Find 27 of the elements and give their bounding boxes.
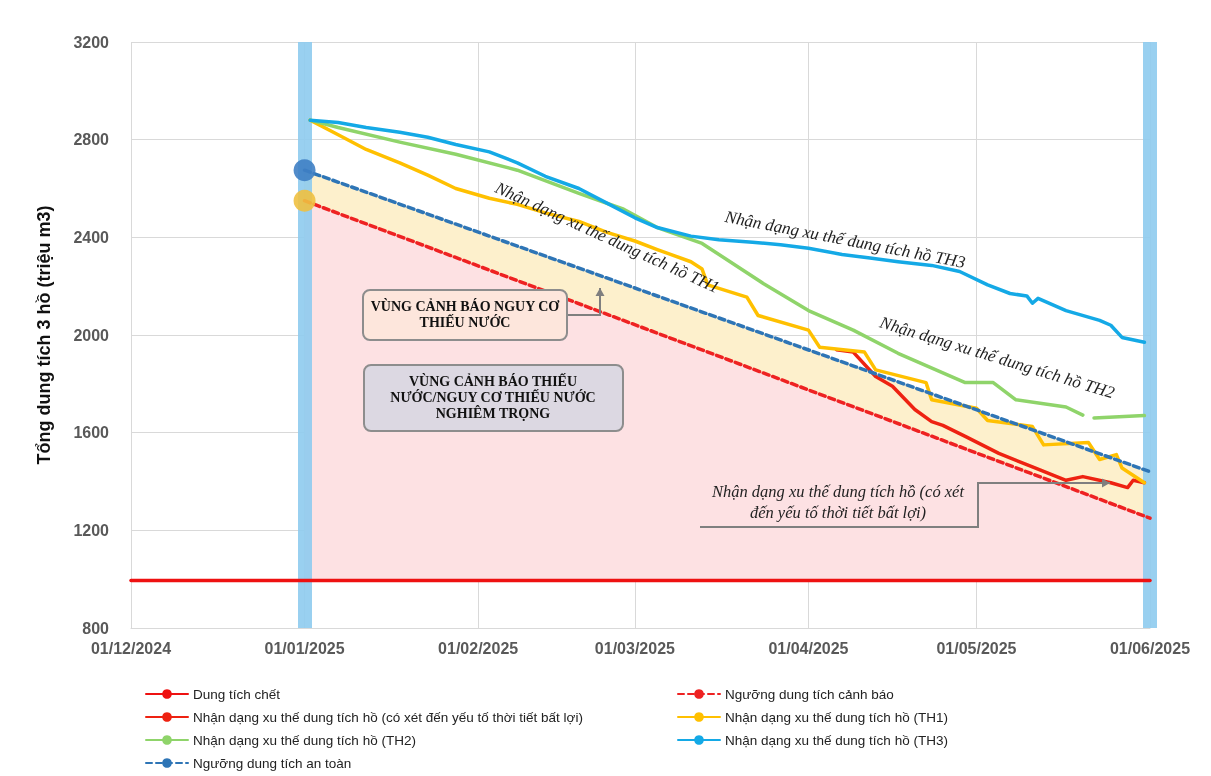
y-tick-label: 1200 xyxy=(73,521,110,539)
label-box: VÙNG CẢNH BÁO NGUY CƠ THIẾU NƯỚC xyxy=(362,289,568,341)
annotation: Nhận dạng xu thế dung tích hồ TH2 xyxy=(877,312,1117,404)
legend-label: Nhận dạng xu thế dung tích hồ (có xét đến yếu tố thời tiết bất lợi) xyxy=(193,709,583,725)
legend-label: Ngưỡng dung tích an toàn xyxy=(193,755,352,771)
legend-label: Dung tích chết xyxy=(193,686,281,702)
y-tick-label: 800 xyxy=(82,619,110,637)
y-tick-label: 2400 xyxy=(73,228,110,246)
y-tick-label: 3200 xyxy=(73,33,110,51)
x-tick-label: 01/12/2024 xyxy=(90,639,172,657)
x-tick-label: 01/04/2025 xyxy=(768,639,849,657)
x-tick-label: 01/03/2025 xyxy=(594,639,676,657)
x-tick-label: 01/01/2025 xyxy=(264,639,345,657)
y-tick-label: 2000 xyxy=(73,326,110,344)
annotation: Nhận dạng xu thế dung tích hồ (có xét đến yếu tố thời tiết bất lợi) xyxy=(711,482,966,524)
y-tick-label: 1600 xyxy=(73,424,110,442)
x-tick-label: 01/06/2025 xyxy=(1109,639,1191,657)
y-tick-label: 2800 xyxy=(73,131,110,149)
x-tick-label: 01/05/2025 xyxy=(936,639,1017,657)
legend-label: Nhận dạng xu thế dung tích hồ (TH3) xyxy=(725,732,948,748)
legend-label: Nhận dạng xu thế dung tích hồ (TH2) xyxy=(193,732,416,748)
label-box: VÙNG CẢNH BÁO THIẾU NƯỚC/NGUY CƠ THIẾU NƯỚC NGHIÊM TRỌNG xyxy=(362,364,624,432)
legend-label: Nhận dạng xu thế dung tích hồ (TH1) xyxy=(725,709,948,725)
y-axis-title: Tổng dung tích 3 hồ (triệu m3) xyxy=(34,205,54,465)
legend-label: Ngưỡng dung tích cảnh báo xyxy=(725,686,894,702)
x-tick-label: 01/02/2025 xyxy=(438,639,519,657)
annotation: Nhận dạng xu thế dung tích hồ TH3 xyxy=(723,207,967,273)
